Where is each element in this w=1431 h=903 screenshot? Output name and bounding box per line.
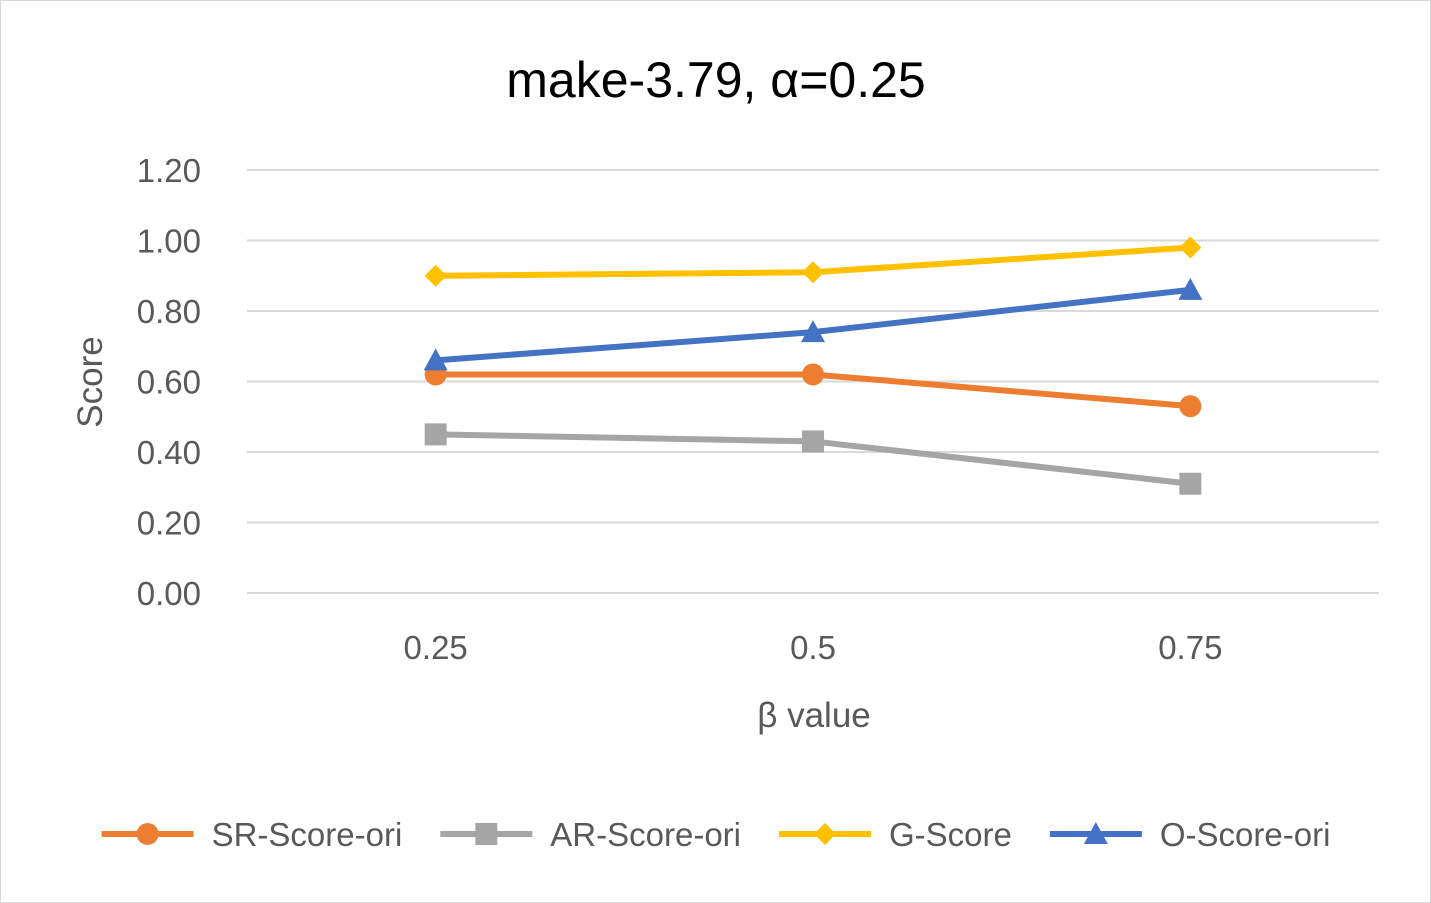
data-point xyxy=(1179,236,1202,259)
legend[interactable]: SR-Score-ori AR-Score-ori G-Score O-Score-o… xyxy=(101,816,1331,853)
series-SR-Score-ori xyxy=(424,363,1202,418)
legend-label: AR-Score-ori xyxy=(550,816,741,853)
y-axis-tick-labels: 0.00 0.20 0.40 0.60 0.80 1.00 1.20 xyxy=(137,152,201,612)
legend-item[interactable]: O-Score-ori xyxy=(1049,816,1331,853)
y-tick-label: 0.60 xyxy=(137,364,201,401)
y-tick-label: 1.20 xyxy=(137,152,201,189)
legend-marker xyxy=(136,823,159,845)
x-tick-label: 0.75 xyxy=(1158,629,1222,666)
legend-item[interactable]: AR-Score-ori xyxy=(440,816,741,853)
series-O-Score-ori xyxy=(423,277,1203,371)
series-AR-Score-ori xyxy=(424,423,1202,495)
data-point xyxy=(802,261,824,284)
legend-label: SR-Score-ori xyxy=(212,816,403,853)
data-point xyxy=(1178,277,1203,300)
y-tick-label: 0.20 xyxy=(137,505,201,542)
legend-label: O-Score-ori xyxy=(1160,816,1331,853)
legend-item[interactable]: SR-Score-ori xyxy=(101,816,403,853)
data-point xyxy=(424,423,447,446)
x-tick-label: 0.25 xyxy=(404,629,468,666)
data-point xyxy=(802,363,824,386)
legend-marker xyxy=(475,823,498,845)
chart-title: make-3.79, α=0.25 xyxy=(506,52,925,108)
y-tick-label: 0.00 xyxy=(137,575,201,612)
legend-label: G-Score xyxy=(889,816,1012,853)
series-lines xyxy=(423,236,1203,495)
y-axis-label: Score xyxy=(71,336,110,427)
legend-marker xyxy=(1083,822,1108,844)
data-point xyxy=(1179,472,1202,495)
data-point xyxy=(1179,395,1202,418)
data-point xyxy=(802,430,824,453)
y-tick-label: 1.00 xyxy=(137,223,201,260)
legend-item[interactable]: G-Score xyxy=(779,816,1012,853)
x-axis-label: β value xyxy=(757,696,871,735)
x-axis-tick-labels: 0.25 0.5 0.75 xyxy=(404,629,1223,666)
series-G-Score xyxy=(424,236,1202,287)
y-tick-label: 0.80 xyxy=(137,293,201,330)
y-tick-label: 0.40 xyxy=(137,434,201,471)
x-tick-label: 0.5 xyxy=(790,629,836,666)
data-point xyxy=(423,348,448,371)
data-point xyxy=(801,320,825,343)
legend-marker xyxy=(814,823,836,845)
data-point xyxy=(424,264,447,287)
